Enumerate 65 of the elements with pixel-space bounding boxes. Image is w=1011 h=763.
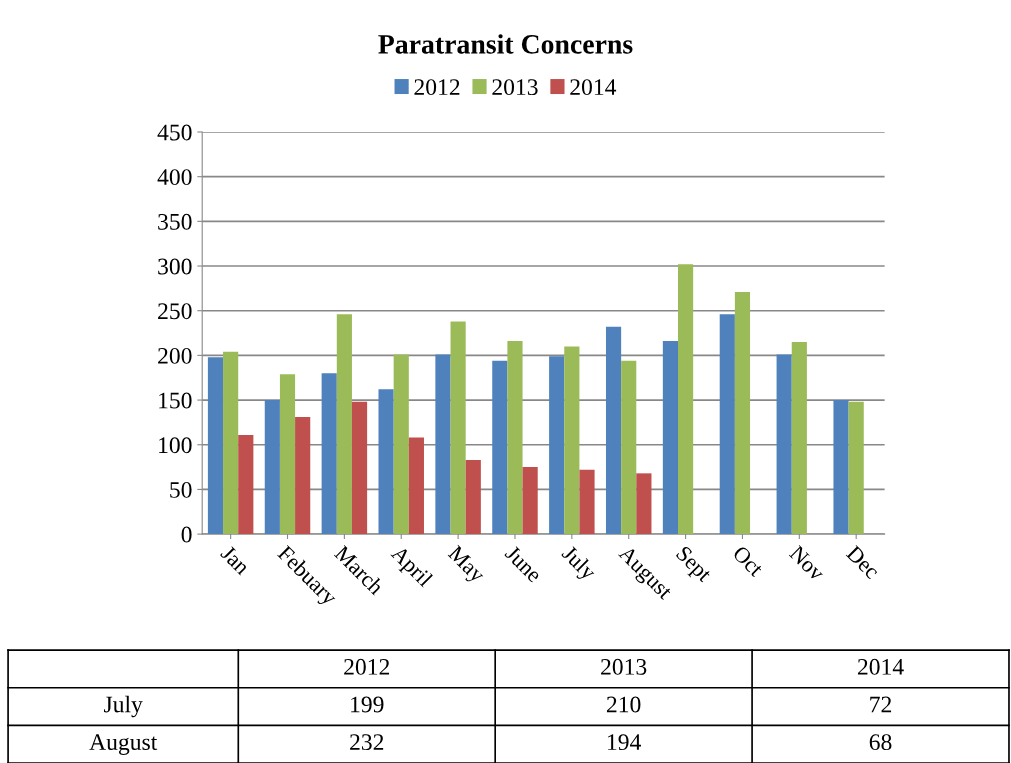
legend-label: 2013 [492, 79, 538, 96]
bar [791, 341, 807, 535]
bar [507, 341, 523, 535]
x-tick-label: Jan [219, 544, 251, 576]
legend-label: 2014 [570, 79, 617, 96]
bar [492, 360, 508, 535]
x-tick-label: Nov [788, 544, 826, 582]
bar [465, 459, 481, 535]
bar [848, 401, 864, 535]
text: 2012 [344, 658, 390, 675]
bar [435, 354, 451, 535]
bar [564, 346, 580, 535]
y-tick-label: 450 [157, 124, 192, 141]
x-tick-label: Dec [845, 544, 881, 580]
bar [719, 314, 735, 535]
text: 2013 [601, 658, 647, 675]
text: 72 [870, 696, 892, 713]
bar [336, 314, 352, 535]
text: 2014 [857, 658, 904, 675]
bar [408, 437, 424, 535]
bar [378, 389, 394, 535]
y-tick-label: 200 [158, 347, 192, 364]
chart-title: Paratransit Concerns [378, 34, 633, 54]
bar [605, 326, 622, 535]
y-tick-label: 350 [158, 213, 192, 230]
bar [393, 354, 409, 535]
bar [522, 467, 538, 535]
bar [450, 321, 466, 535]
x-tick-label: Oct [732, 544, 765, 578]
legend-label: 2012 [414, 79, 460, 96]
bar [321, 373, 337, 535]
text: 199 [351, 696, 384, 713]
x-tick-label: May [444, 544, 487, 587]
text: 68 [869, 734, 892, 751]
bar [223, 351, 239, 535]
bar [621, 360, 637, 535]
y-tick-label: 0 [181, 526, 192, 543]
bar [295, 417, 311, 535]
text: 194 [608, 734, 641, 751]
bar [351, 401, 368, 535]
bar [549, 356, 565, 535]
y-tick-label: 300 [158, 258, 192, 275]
y-tick-label: 250 [158, 303, 192, 320]
bar [678, 264, 694, 535]
y-tick-label: 100 [159, 437, 192, 454]
text: July [104, 695, 143, 718]
y-tick-label: 150 [159, 392, 192, 409]
bar [776, 354, 792, 535]
bar [636, 473, 652, 535]
y-tick-label: 400 [157, 169, 192, 186]
x-tick-label: June [504, 544, 543, 584]
x-tick-label: Sept [672, 545, 713, 586]
y-tick-label: 50 [170, 481, 192, 498]
bar [264, 400, 280, 535]
bar [579, 469, 595, 535]
x-tick-label: July [557, 544, 598, 585]
bar [279, 374, 296, 535]
bar [734, 291, 751, 535]
bar [662, 341, 678, 535]
bar [238, 434, 254, 535]
bar [833, 400, 849, 535]
bar [207, 357, 224, 535]
text: August [89, 734, 158, 755]
text: 210 [606, 696, 641, 713]
text: 232 [350, 734, 384, 751]
